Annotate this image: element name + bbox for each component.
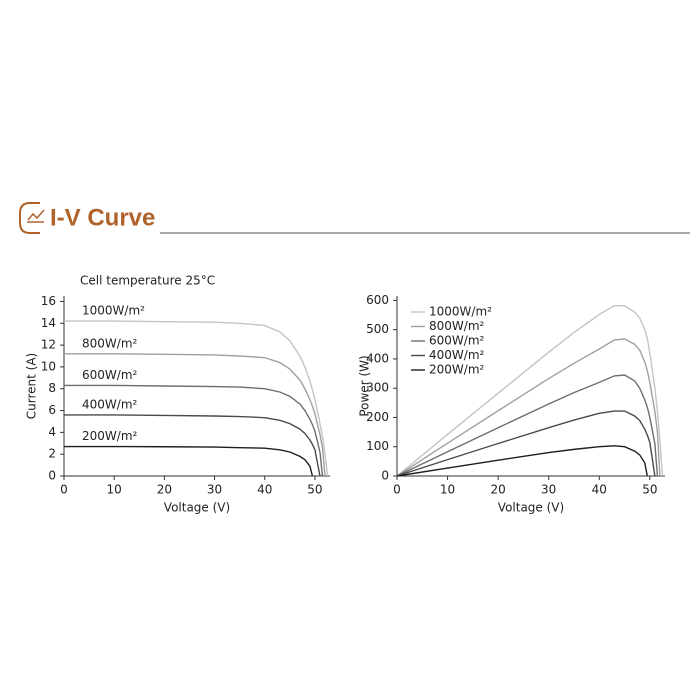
x-tick-label: 0	[393, 483, 401, 497]
series-line	[64, 320, 329, 477]
series-line	[396, 445, 648, 477]
annotation: Cell temperature 25°C	[80, 274, 215, 288]
y-tick-label: 6	[48, 403, 56, 417]
y-axis-label: Current (A)	[25, 353, 39, 419]
y-tick-label: 400	[366, 351, 389, 365]
series-line	[64, 353, 326, 477]
x-tick-label: 50	[642, 483, 657, 497]
series-line	[64, 384, 324, 477]
y-tick-label: 10	[41, 359, 56, 373]
y-tick-label: 500	[366, 322, 389, 336]
header-icon-frame	[19, 202, 40, 234]
x-tick-label: 20	[157, 483, 172, 497]
series-label: 800W/m²	[82, 336, 138, 350]
y-tick-label: 2	[48, 447, 56, 461]
y-tick-label: 4	[48, 425, 56, 439]
legend-label: 1000W/m²	[429, 305, 492, 319]
series-line	[396, 304, 664, 477]
y-tick-label: 8	[48, 381, 56, 395]
legend-label: 800W/m²	[429, 319, 485, 333]
series-line	[396, 374, 659, 477]
x-tick-label: 50	[307, 483, 322, 497]
series-line	[396, 338, 661, 477]
series-label: 200W/m²	[82, 429, 138, 443]
y-tick-label: 12	[41, 338, 56, 352]
legend-label: 600W/m²	[429, 334, 485, 348]
header-icon-chart	[27, 209, 45, 223]
y-tick-label: 100	[366, 439, 389, 453]
series-line	[64, 414, 321, 477]
x-tick-label: 40	[257, 483, 272, 497]
x-tick-label: 30	[541, 483, 556, 497]
y-tick-label: 14	[41, 316, 56, 330]
x-tick-label: 0	[60, 483, 68, 497]
y-tick-label: 0	[381, 469, 389, 483]
series-label: 600W/m²	[82, 368, 138, 382]
x-tick-label: 30	[207, 483, 222, 497]
x-axis-label: Voltage (V)	[498, 501, 564, 515]
header-title: I-V Curve	[50, 204, 155, 231]
x-tick-label: 10	[440, 483, 455, 497]
series-line	[396, 410, 656, 477]
x-tick-label: 10	[107, 483, 122, 497]
legend-label: 400W/m²	[429, 348, 485, 362]
series-line	[64, 445, 314, 477]
y-tick-label: 200	[366, 410, 389, 424]
y-tick-label: 600	[366, 293, 389, 307]
x-tick-label: 40	[592, 483, 607, 497]
y-tick-label: 0	[48, 469, 56, 483]
y-tick-label: 300	[366, 381, 389, 395]
series-label: 1000W/m²	[82, 304, 145, 318]
y-axis-label: Power (W)	[358, 355, 372, 416]
x-axis-label: Voltage (V)	[164, 501, 230, 515]
y-tick-label: 16	[41, 294, 56, 308]
x-tick-label: 20	[490, 483, 505, 497]
series-label: 400W/m²	[82, 397, 138, 411]
legend-label: 200W/m²	[429, 363, 485, 377]
